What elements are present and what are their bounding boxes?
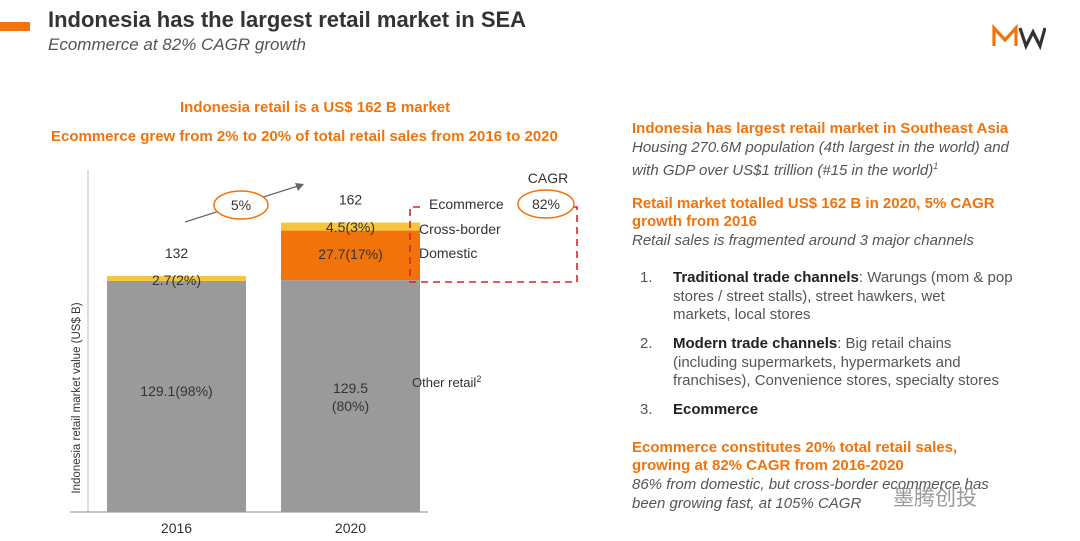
y-axis-label: Indonesia retail market value (US$ B) (71, 302, 83, 493)
watermark: 墨腾创投 (893, 487, 977, 510)
mw-logo (992, 24, 1046, 50)
data-label: 2.7(2%) (152, 272, 201, 288)
section-3-line-1: 86% from domestic, but cross-border ecom… (632, 476, 989, 493)
bar-total-label: 162 (339, 192, 363, 208)
cagr-total-ellipse (213, 190, 269, 220)
section-3-heading-2: growing at 82% CAGR from 2016-2020 (632, 457, 904, 474)
section-3-line-2: been growing fast, at 105% CAGR (632, 495, 862, 512)
section-retail-market: Retail market totalled US$ 162 B in 2020… (632, 195, 1052, 250)
list-number: 2. (640, 335, 653, 352)
channel-title: Traditional trade channels (673, 269, 859, 286)
cagr-total-value: 5% (231, 197, 251, 213)
legend-other-retail: Other retail2 (412, 374, 481, 390)
channel-desc-3: markets, local stores (673, 306, 811, 323)
x-tick-label: 2020 (335, 520, 366, 536)
legend-cross-border: Cross-border (419, 221, 501, 237)
section-2-body: Retail sales is fragmented around 3 majo… (632, 232, 974, 249)
chart-headline-1: Indonesia retail is a US$ 162 B market (180, 99, 451, 116)
data-label: 4.5(3%) (326, 219, 375, 235)
bar-other-retail (107, 280, 246, 512)
bar-other-retail (281, 280, 420, 512)
channel-title: Ecommerce (673, 401, 759, 418)
section-2-heading-2: growth from 2016 (632, 213, 758, 230)
list-number: 3. (640, 401, 653, 418)
ecommerce-bracket (409, 206, 578, 283)
channel-desc-2: stores / street stalls), street hawkers,… (673, 287, 945, 305)
data-label: 129.5 (333, 380, 368, 396)
section-ecommerce: Ecommerce constitutes 20% total retail s… (632, 439, 1052, 513)
cagr-header: CAGR (528, 170, 568, 186)
data-label: (80%) (332, 398, 369, 414)
section-1-line-2: with GDP over US$1 trillion (#15 in the … (632, 162, 934, 179)
legend-ecommerce: Ecommerce (429, 196, 504, 212)
footnote-1: 1 (933, 161, 939, 171)
legend-domestic: Domestic (419, 245, 477, 261)
section-1-line-1: Housing 270.6M population (4th largest i… (632, 139, 1009, 156)
chart-headline-2: Ecommerce grew from 2% to 20% of total r… (51, 128, 558, 145)
page-subtitle: Ecommerce at 82% CAGR growth (48, 35, 306, 54)
channel-desc: : Big retail chains (837, 335, 952, 352)
section-largest-market: Indonesia has largest retail market in S… (632, 120, 1052, 180)
channel-desc-2: (including supermarkets, hypermarkets an… (673, 353, 961, 371)
cagr-ecommerce-value: 82% (532, 196, 560, 212)
accent-bar (0, 22, 30, 31)
list-number: 1. (640, 269, 653, 286)
section-1-heading: Indonesia has largest retail market in S… (632, 120, 1009, 137)
section-2-heading-1: Retail market totalled US$ 162 B in 2020… (632, 195, 995, 212)
page-title: Indonesia has the largest retail market … (48, 7, 527, 32)
bar-domestic (281, 230, 420, 281)
bar-cross-border (281, 222, 420, 231)
bar-total-label: 132 (165, 245, 189, 261)
arrow-head (295, 183, 304, 191)
channel-desc-3: franchises), Convenience stores, special… (673, 372, 999, 389)
data-label: 27.7(17%) (318, 246, 383, 262)
cagr-ecommerce-ellipse (517, 189, 575, 219)
channel-title: Modern trade channels (673, 335, 838, 352)
channel-desc: : Warungs (mom & pop (858, 269, 1013, 286)
data-label: 129.1(98%) (140, 383, 212, 399)
bar-cross-border (107, 276, 246, 281)
footnote-2: 2 (476, 374, 481, 384)
x-tick-label: 2016 (161, 520, 192, 536)
section-3-heading-1: Ecommerce constitutes 20% total retail s… (632, 439, 958, 456)
